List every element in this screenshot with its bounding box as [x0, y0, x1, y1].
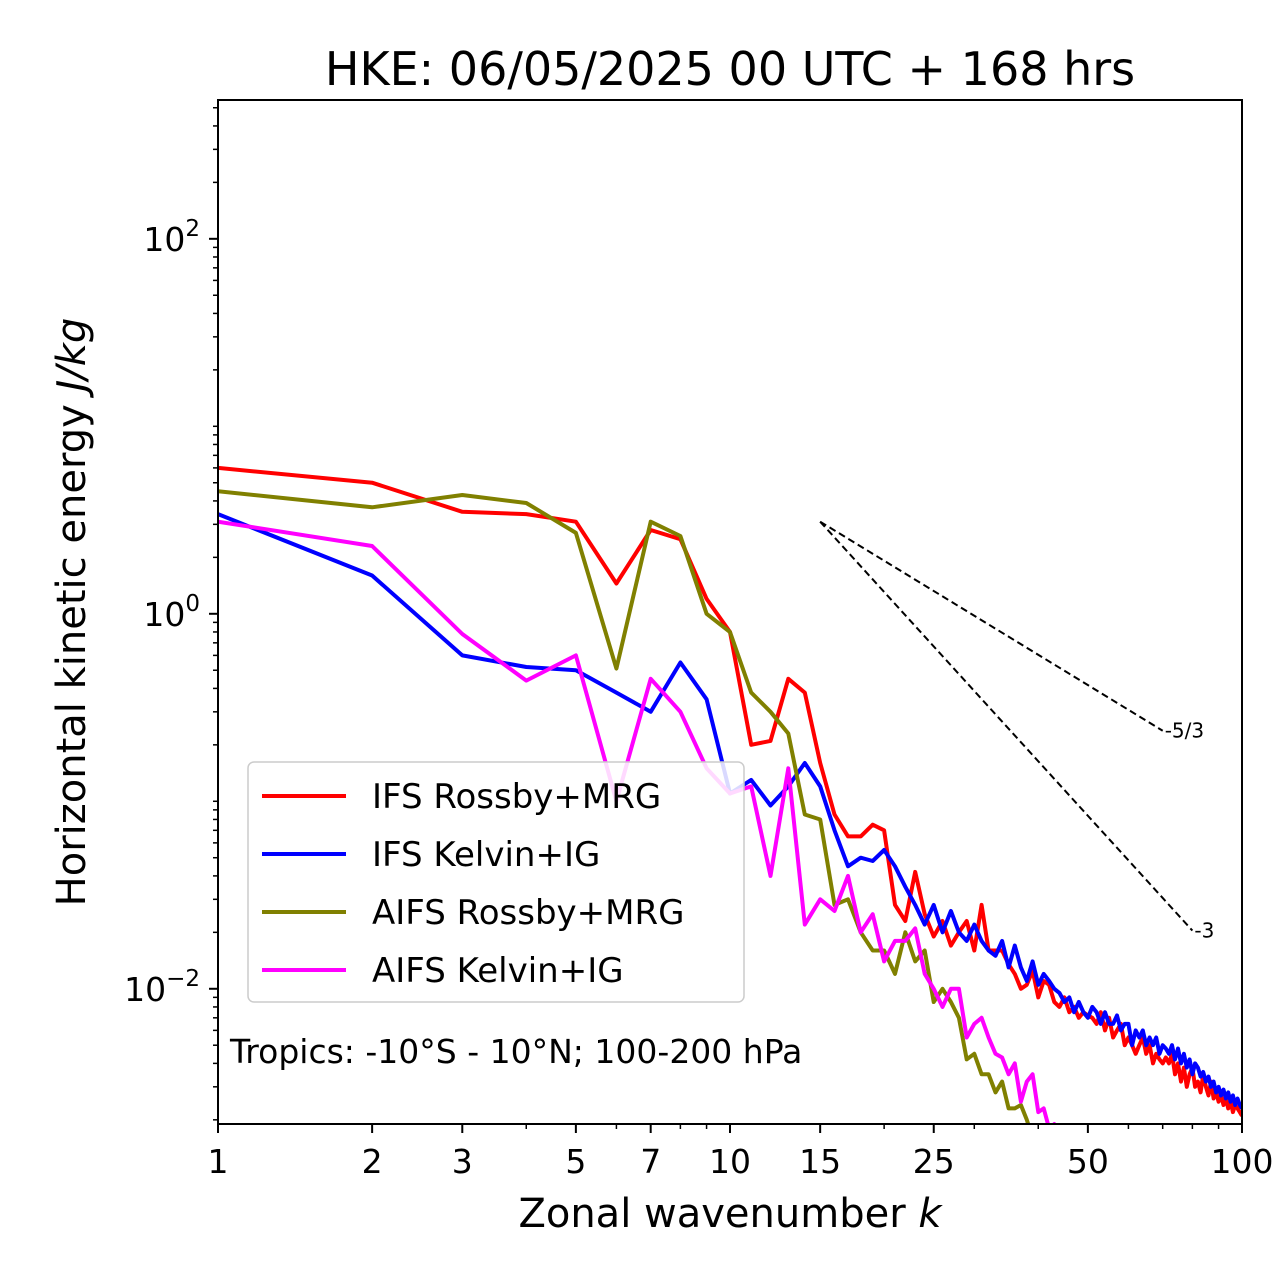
legend-label-0: IFS Rossby+MRG	[372, 777, 661, 817]
y-axis: 10−2 100 102	[124, 107, 218, 1121]
y-axis-label: Horizontal kinetic energy J/kg	[49, 318, 95, 907]
x-tick-label: 10	[709, 1142, 751, 1181]
x-axis: 1 2 3 5 7 10 15 25 50 100	[208, 1124, 1274, 1181]
reference-slope-line-1	[819, 520, 1194, 932]
y-tick-label: 102	[143, 216, 200, 259]
chart-title: HKE: 06/05/2025 00 UTC + 168 hrs	[325, 42, 1135, 96]
x-tick-label: 15	[799, 1142, 841, 1181]
x-axis-label-var: k	[918, 1191, 943, 1237]
series-line-1	[218, 512, 1242, 1110]
legend: IFS Rossby+MRG IFS Kelvin+IG AIFS Rossby+M…	[247, 761, 745, 1003]
x-tick-label: 7	[640, 1142, 661, 1181]
x-tick-label: 5	[565, 1142, 586, 1181]
legend-label-3: AIFS Kelvin+IG	[372, 951, 624, 991]
y-axis-label-unit: J/kg	[49, 318, 95, 399]
x-tick-label: 1	[208, 1142, 229, 1181]
x-axis-label-text: Zonal wavenumber	[518, 1191, 906, 1237]
x-tick-label: 3	[452, 1142, 473, 1181]
reference-slope-label-1: -3	[1194, 919, 1214, 943]
legend-label-1: IFS Kelvin+IG	[372, 835, 600, 875]
y-tick-label: 100	[143, 591, 200, 634]
x-tick-label: 100	[1211, 1142, 1274, 1181]
reference-slope-label-0: -5/3	[1165, 719, 1204, 743]
x-tick-label: 50	[1067, 1142, 1109, 1181]
reference-slopes: -5/3 -3	[819, 520, 1214, 943]
reference-slope-line-0	[819, 520, 1164, 732]
legend-items: IFS Rossby+MRG IFS Kelvin+IG AIFS Rossby+M…	[262, 777, 684, 991]
y-axis-label-text: Horizontal kinetic energy	[49, 404, 95, 906]
x-tick-label: 25	[913, 1142, 955, 1181]
y-tick-label: 10−2	[124, 966, 200, 1009]
region-annotation: Tropics: -10°S - 10°N; 100-200 hPa	[229, 1032, 802, 1071]
legend-box	[247, 761, 745, 1003]
legend-label-2: AIFS Rossby+MRG	[372, 893, 684, 933]
x-axis-label: Zonal wavenumber k	[518, 1191, 943, 1237]
x-tick-label: 2	[362, 1142, 383, 1181]
